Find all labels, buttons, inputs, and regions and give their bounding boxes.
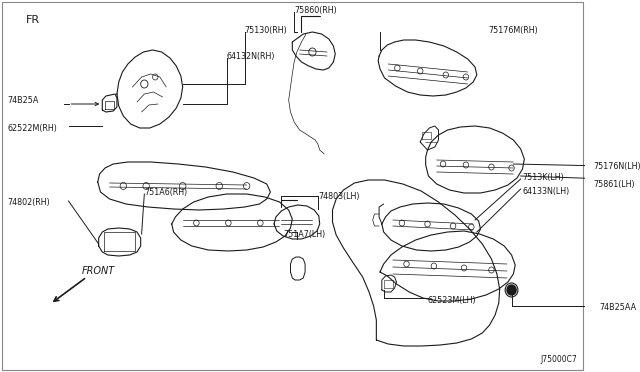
Text: 751A6(RH): 751A6(RH) xyxy=(145,187,188,196)
Text: 7513K(LH): 7513K(LH) xyxy=(522,173,564,182)
Circle shape xyxy=(507,285,516,295)
Text: J75000C7: J75000C7 xyxy=(541,355,577,364)
Text: 75130(RH): 75130(RH) xyxy=(245,26,287,35)
Text: FRONT: FRONT xyxy=(82,266,115,276)
Text: 64133N(LH): 64133N(LH) xyxy=(522,186,570,196)
Text: 62523M(LH): 62523M(LH) xyxy=(428,295,476,305)
Text: 64132N(RH): 64132N(RH) xyxy=(227,51,275,61)
Text: 62522M(RH): 62522M(RH) xyxy=(7,124,57,132)
Text: 74803(LH): 74803(LH) xyxy=(318,192,360,201)
Text: 74802(RH): 74802(RH) xyxy=(7,198,50,206)
Text: FR: FR xyxy=(26,15,40,25)
Text: 751A7(LH): 751A7(LH) xyxy=(283,230,325,238)
Text: 75860(RH): 75860(RH) xyxy=(294,6,337,15)
Text: 75176N(LH): 75176N(LH) xyxy=(594,161,640,170)
Text: 74B25AA: 74B25AA xyxy=(599,304,636,312)
Text: 74B25A: 74B25A xyxy=(7,96,38,105)
Text: 75176M(RH): 75176M(RH) xyxy=(489,26,538,35)
Text: 75861(LH): 75861(LH) xyxy=(594,180,636,189)
